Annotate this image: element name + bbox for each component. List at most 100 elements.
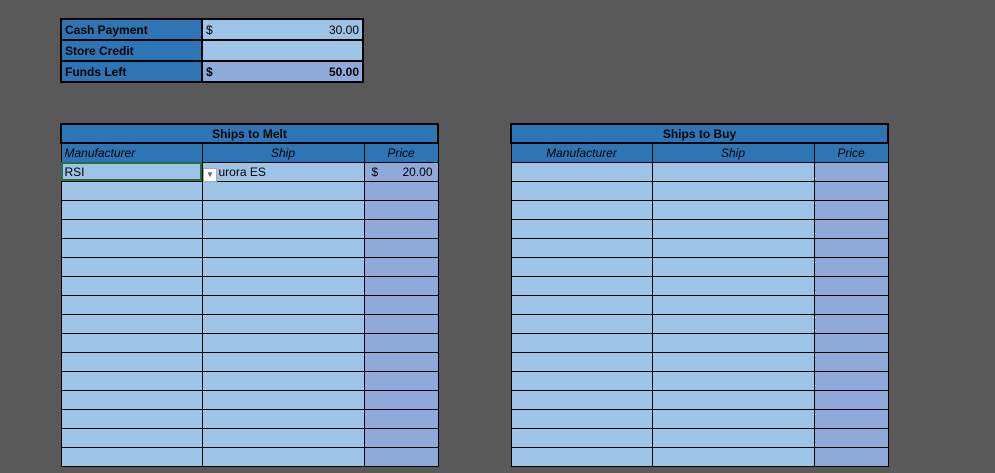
ship-cell[interactable] [651, 256, 815, 277]
price-cell[interactable] [363, 218, 439, 239]
manufacturer-cell[interactable] [510, 275, 653, 296]
manufacturer-cell[interactable] [510, 218, 653, 239]
price-cell[interactable] [813, 199, 889, 220]
summary-value-cell[interactable]: $50.00 [201, 60, 364, 83]
column-header-ship[interactable]: Ship [651, 142, 815, 163]
ship-cell[interactable] [651, 199, 815, 220]
ship-cell[interactable] [201, 427, 365, 448]
ship-cell[interactable] [201, 446, 365, 467]
price-cell[interactable] [813, 180, 889, 201]
manufacturer-cell[interactable] [60, 256, 203, 277]
price-cell[interactable] [363, 427, 439, 448]
ship-cell[interactable] [651, 427, 815, 448]
ship-cell[interactable] [201, 351, 365, 372]
ship-cell[interactable] [651, 313, 815, 334]
column-header-price[interactable]: Price [363, 142, 439, 163]
price-cell[interactable] [363, 389, 439, 410]
price-cell[interactable] [813, 313, 889, 334]
column-header-ship[interactable]: Ship [201, 142, 365, 163]
manufacturer-cell[interactable] [510, 180, 653, 201]
manufacturer-cell[interactable] [60, 446, 203, 467]
price-cell[interactable] [813, 370, 889, 391]
manufacturer-cell[interactable] [60, 199, 203, 220]
manufacturer-cell[interactable] [60, 218, 203, 239]
price-cell[interactable] [813, 446, 889, 467]
manufacturer-cell[interactable] [510, 389, 653, 410]
ship-cell[interactable] [651, 446, 815, 467]
ship-cell[interactable] [201, 313, 365, 334]
price-cell[interactable] [363, 180, 439, 201]
manufacturer-cell[interactable] [510, 427, 653, 448]
ship-cell[interactable] [651, 351, 815, 372]
price-cell[interactable]: $20.00 [363, 161, 439, 182]
price-cell[interactable] [813, 389, 889, 410]
summary-label[interactable]: Store Credit [60, 39, 203, 62]
ship-cell[interactable] [201, 275, 365, 296]
price-cell[interactable] [813, 256, 889, 277]
summary-value-cell[interactable] [201, 39, 364, 62]
manufacturer-cell[interactable] [60, 294, 203, 315]
ship-cell[interactable] [201, 294, 365, 315]
summary-value-cell[interactable]: $30.00 [201, 18, 364, 41]
column-header-manufacturer[interactable]: Manufacturer [510, 142, 653, 163]
price-cell[interactable] [363, 408, 439, 429]
manufacturer-cell[interactable] [510, 161, 653, 182]
manufacturer-cell[interactable] [510, 370, 653, 391]
manufacturer-cell[interactable] [510, 351, 653, 372]
price-cell[interactable] [813, 408, 889, 429]
manufacturer-cell[interactable] [510, 294, 653, 315]
price-cell[interactable] [363, 256, 439, 277]
manufacturer-cell[interactable] [510, 446, 653, 467]
manufacturer-cell[interactable] [60, 180, 203, 201]
manufacturer-cell[interactable] [510, 199, 653, 220]
ship-cell[interactable]: urora ES [201, 161, 365, 182]
manufacturer-cell[interactable] [510, 332, 653, 353]
manufacturer-cell[interactable] [60, 313, 203, 334]
manufacturer-cell[interactable] [510, 256, 653, 277]
price-cell[interactable] [813, 427, 889, 448]
manufacturer-cell[interactable] [60, 237, 203, 258]
ship-cell[interactable] [201, 218, 365, 239]
ship-cell[interactable] [201, 408, 365, 429]
price-cell[interactable] [813, 275, 889, 296]
price-cell[interactable] [813, 332, 889, 353]
ship-cell[interactable] [201, 180, 365, 201]
price-cell[interactable] [363, 313, 439, 334]
manufacturer-cell[interactable] [60, 427, 203, 448]
price-cell[interactable] [363, 237, 439, 258]
price-cell[interactable] [363, 294, 439, 315]
summary-label[interactable]: Cash Payment [60, 18, 203, 41]
ship-cell[interactable] [651, 161, 815, 182]
ship-cell[interactable] [201, 237, 365, 258]
ship-cell[interactable] [201, 256, 365, 277]
price-cell[interactable] [363, 351, 439, 372]
ship-cell[interactable] [651, 332, 815, 353]
ship-cell[interactable] [651, 218, 815, 239]
ship-cell[interactable] [201, 199, 365, 220]
ship-cell[interactable] [651, 275, 815, 296]
price-cell[interactable] [363, 446, 439, 467]
ship-cell[interactable] [651, 180, 815, 201]
price-cell[interactable] [813, 161, 889, 182]
ship-cell[interactable] [651, 370, 815, 391]
manufacturer-cell[interactable] [60, 332, 203, 353]
price-cell[interactable] [363, 370, 439, 391]
manufacturer-cell[interactable] [60, 389, 203, 410]
manufacturer-cell[interactable] [60, 408, 203, 429]
column-header-manufacturer[interactable]: Manufacturer [60, 142, 203, 163]
manufacturer-cell[interactable] [60, 370, 203, 391]
ship-cell[interactable] [201, 332, 365, 353]
manufacturer-cell[interactable] [510, 237, 653, 258]
ship-cell[interactable] [201, 370, 365, 391]
manufacturer-cell[interactable]: RSI [60, 161, 203, 182]
price-cell[interactable] [363, 332, 439, 353]
summary-label[interactable]: Funds Left [60, 60, 203, 83]
manufacturer-cell[interactable] [60, 351, 203, 372]
price-cell[interactable] [813, 218, 889, 239]
ship-cell[interactable] [651, 294, 815, 315]
manufacturer-cell[interactable] [510, 313, 653, 334]
price-cell[interactable] [813, 294, 889, 315]
manufacturer-cell[interactable] [60, 275, 203, 296]
price-cell[interactable] [363, 199, 439, 220]
ship-cell[interactable] [651, 389, 815, 410]
